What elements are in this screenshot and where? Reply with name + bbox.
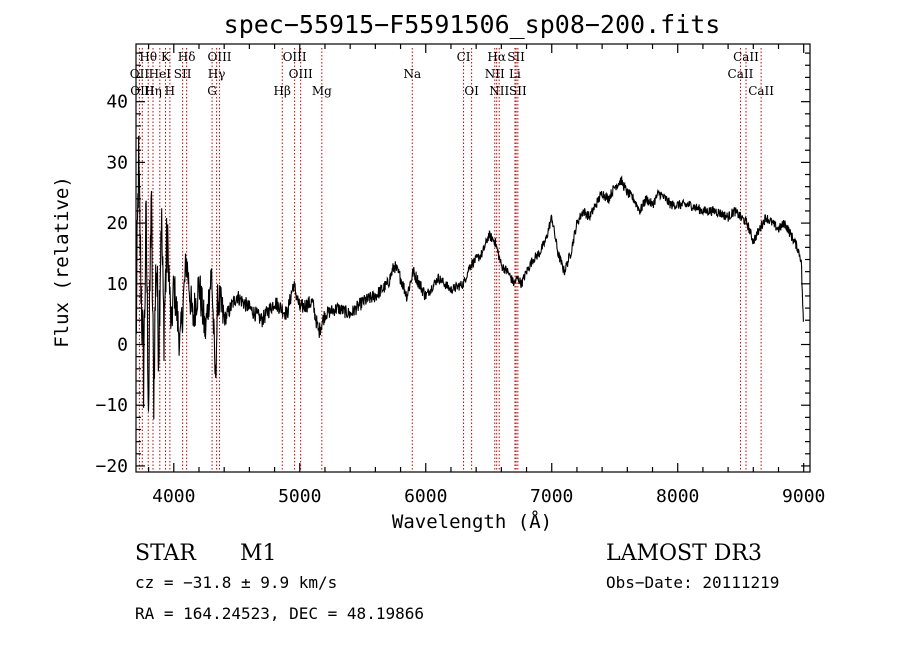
x-tick-label: 9000 — [782, 486, 825, 507]
survey-name: LAMOST DR3 — [606, 541, 762, 566]
y-tick-label: −20 — [95, 456, 128, 477]
x-axis-label: Wavelength (Å) — [392, 510, 552, 533]
line-marker-label: HeI — [149, 67, 172, 81]
y-tick-label: 0 — [117, 335, 128, 356]
line-marker-label: K — [161, 50, 171, 64]
line-marker-label: H — [165, 84, 175, 98]
line-marker-label: OII — [130, 67, 150, 81]
plot-frame — [135, 43, 811, 473]
line-marker-label: Hβ — [274, 84, 291, 98]
x-tick-label: 6000 — [404, 486, 447, 507]
y-tick-label: −10 — [95, 395, 128, 416]
line-marker-label: Hθ — [139, 50, 157, 64]
x-tick-label: 4000 — [152, 486, 195, 507]
line-marker-label: G — [207, 84, 217, 98]
emission-line-markers — [138, 48, 762, 472]
x-tick-label: 7000 — [530, 486, 573, 507]
coordinates-readout: RA = 164.24523, DEC = 48.19866 — [135, 604, 424, 623]
line-marker-label: OIII — [283, 50, 307, 64]
y-tick-label: 30 — [106, 152, 128, 173]
line-marker-label: SII — [509, 84, 527, 98]
spectrum-series — [135, 135, 804, 420]
line-marker-label: CaII — [748, 84, 774, 98]
y-tick-label: 40 — [106, 92, 128, 113]
line-marker-label: SII — [507, 50, 525, 64]
y-tick-label: 10 — [106, 274, 128, 295]
y-axis-label: Flux (relative) — [51, 176, 73, 348]
line-marker-label: Li — [509, 67, 521, 81]
line-marker-label: Hα — [487, 50, 506, 64]
spectrum-line — [135, 135, 804, 420]
line-marker-label: CaII — [728, 67, 754, 81]
line-marker-label: OIII — [289, 67, 313, 81]
line-marker-label: OIII — [207, 50, 231, 64]
x-axis-ticks: 4000 5000 6000 7000 8000 9000 — [147, 44, 825, 507]
object-subclass: M1 — [240, 541, 277, 566]
object-class: STAR — [135, 541, 197, 566]
line-marker-label: SII — [174, 67, 192, 81]
y-axis-ticks: −20 −10 0 10 20 30 40 — [95, 52, 810, 477]
line-marker-label: OI — [464, 84, 479, 98]
line-marker-label: CI — [457, 50, 471, 64]
redshift-readout: cz = −31.8 ± 9.9 km/s — [135, 573, 337, 592]
line-marker-label: Mg — [312, 84, 332, 98]
line-marker-label: Na — [403, 67, 421, 81]
x-tick-label: 8000 — [656, 486, 699, 507]
line-marker-label: NII — [489, 84, 509, 98]
line-marker-label: Hγ — [208, 67, 226, 81]
line-marker-label: NII — [485, 67, 505, 81]
x-tick-label: 5000 — [278, 486, 321, 507]
obs-date-readout: Obs−Date: 20111219 — [606, 573, 779, 592]
line-marker-label: Hδ — [178, 50, 196, 64]
line-marker-label: CaII — [733, 50, 759, 64]
line-marker-label: Hη — [144, 84, 162, 98]
y-tick-label: 20 — [106, 213, 128, 234]
chart-title: spec−55915−F5591506_sp08−200.fits — [224, 10, 721, 39]
